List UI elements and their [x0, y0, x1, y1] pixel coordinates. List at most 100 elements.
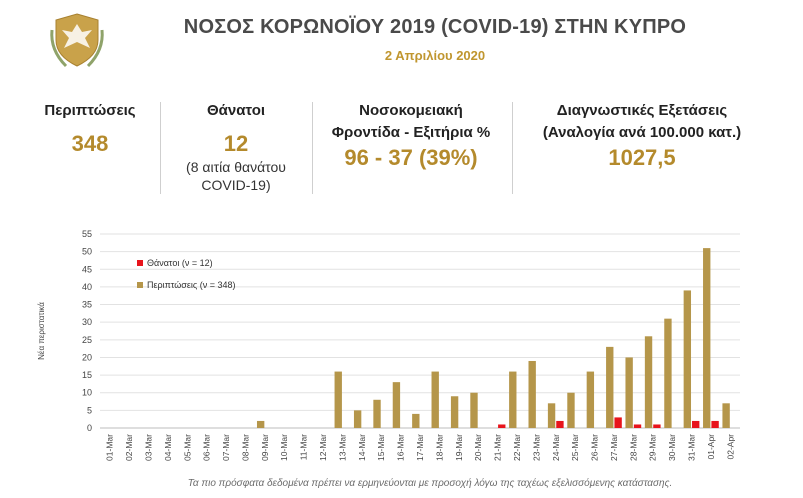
- deaths-note-line1: (8 αιτία θανάτου: [186, 159, 286, 175]
- x-tick-label: 06-Mar: [202, 434, 212, 461]
- y-tick-label: 55: [82, 229, 92, 239]
- x-tick-label: 17-Mar: [415, 434, 425, 461]
- cases-bar: [703, 248, 711, 428]
- x-tick-label: 03-Mar: [143, 434, 153, 461]
- hospital-stat: Νοσοκομειακή Φροντίδα - Εξιτήρια % 96 - …: [318, 100, 504, 172]
- cases-bar: [353, 410, 362, 428]
- x-tick-label: 18-Mar: [434, 434, 444, 461]
- x-tick-label: 02-Apr: [725, 434, 735, 460]
- x-tick-label: 10-Mar: [279, 434, 289, 461]
- deaths-bar: [498, 424, 506, 428]
- cases-label: Περιπτώσεις: [44, 102, 136, 119]
- stat-divider: [512, 102, 513, 194]
- cases-bar: [256, 420, 265, 428]
- x-tick-label: 15-Mar: [376, 434, 386, 461]
- cases-bar: [373, 399, 381, 428]
- deaths-note-line2: COVID-19): [201, 177, 271, 193]
- cases-bar: [528, 360, 536, 428]
- cases-bar: [450, 396, 459, 428]
- legend-label: Περιπτώσεις (ν = 348): [147, 280, 235, 290]
- deaths-value: 12: [223, 131, 249, 156]
- cases-bar: [625, 357, 633, 428]
- footnote: Τα πιο πρόσφατα δεδομένα πρέπει να ερμην…: [187, 478, 673, 489]
- deaths-bar: [711, 420, 719, 428]
- x-tick-label: 23-Mar: [531, 434, 541, 461]
- y-tick-label: 5: [87, 405, 92, 415]
- y-axis-label: Νέα περιστατικά: [37, 302, 46, 360]
- x-tick-label: 01-Apr: [706, 434, 716, 460]
- tests-label-line1: Διαγνωστικές Εξετάσεις: [556, 102, 728, 119]
- tests-stat: Διαγνωστικές Εξετάσεις (Αναλογία ανά 100…: [522, 100, 762, 172]
- cases-bar: [644, 336, 653, 428]
- y-tick-label: 35: [82, 300, 92, 310]
- x-tick-label: 01-Mar: [105, 434, 115, 461]
- legend-label: Θάνατοι (ν = 12): [147, 258, 213, 268]
- hospital-value: 96 - 37 (39%): [344, 145, 478, 170]
- x-tick-label: 30-Mar: [667, 434, 677, 461]
- y-tick-label: 45: [82, 264, 92, 274]
- x-tick-label: 25-Mar: [570, 434, 580, 461]
- cases-bar: [664, 318, 672, 428]
- deaths-bar: [653, 424, 661, 428]
- legend-swatch: [137, 282, 143, 288]
- y-tick-label: 40: [82, 282, 92, 292]
- stat-divider: [160, 102, 161, 194]
- x-tick-label: 11-Mar: [299, 434, 309, 460]
- cases-bar: [392, 382, 401, 428]
- cases-bar: [470, 392, 478, 428]
- y-tick-label: 0: [87, 423, 92, 433]
- cases-bar: [412, 413, 420, 428]
- y-tick-label: 15: [82, 370, 92, 380]
- hospital-label-line2: Φροντίδα - Εξιτήρια %: [331, 124, 491, 141]
- x-tick-label: 02-Mar: [124, 434, 134, 461]
- cyprus-emblem-icon: [50, 13, 104, 68]
- page-title: ΝΟΣΟΣ ΚΟΡΩΝΟΪΟΥ 2019 (COVID-19) ΣΤΗΝ ΚΥΠ…: [183, 16, 687, 38]
- deaths-label: Θάνατοι: [206, 102, 266, 119]
- x-tick-label: 16-Mar: [396, 434, 406, 461]
- x-tick-label: 04-Mar: [163, 434, 173, 461]
- x-tick-label: 14-Mar: [357, 434, 367, 461]
- x-tick-label: 19-Mar: [454, 434, 464, 461]
- cases-value: 348: [71, 131, 109, 156]
- cases-stat: Περιπτώσεις 348: [40, 100, 140, 158]
- x-tick-label: 31-Mar: [687, 434, 697, 461]
- cases-bar: [586, 371, 595, 428]
- x-tick-label: 07-Mar: [221, 434, 231, 461]
- x-tick-label: 22-Mar: [512, 434, 522, 461]
- y-tick-label: 10: [82, 388, 92, 398]
- tests-value: 1027,5: [608, 145, 676, 170]
- x-tick-label: 28-Mar: [628, 434, 638, 461]
- stat-divider: [312, 102, 313, 194]
- cases-bar: [334, 371, 342, 428]
- x-tick-label: 05-Mar: [182, 434, 192, 461]
- x-tick-label: 08-Mar: [240, 434, 250, 461]
- x-tick-label: 27-Mar: [609, 434, 619, 461]
- y-tick-label: 20: [82, 352, 92, 362]
- report-date: 2 Απριλίου 2020: [384, 48, 486, 63]
- deaths-bar: [692, 420, 700, 428]
- deaths-stat: Θάνατοι 12 (8 αιτία θανάτου COVID-19): [168, 100, 304, 194]
- legend-swatch: [137, 260, 143, 266]
- x-tick-label: 24-Mar: [551, 434, 561, 461]
- x-tick-label: 21-Mar: [493, 434, 503, 461]
- deaths-bar: [614, 417, 622, 428]
- daily-cases-chart: 0 5 10 15 20 25 30 35 40 45 50 55 Νέα περιστατικά 01-…: [37, 229, 740, 461]
- cases-bar: [606, 346, 614, 428]
- deaths-bar: [556, 420, 564, 428]
- x-tick-label: 12-Mar: [318, 434, 328, 461]
- cases-bar: [509, 371, 517, 428]
- x-tick-label: 29-Mar: [648, 434, 658, 461]
- x-tick-label: 09-Mar: [260, 434, 270, 461]
- x-tick-label: 26-Mar: [590, 434, 600, 461]
- cases-bar: [567, 392, 575, 428]
- x-tick-label: 20-Mar: [473, 434, 483, 461]
- tests-label-line2: (Αναλογία ανά 100.000 κατ.): [542, 124, 742, 141]
- hospital-label-line1: Νοσοκομειακή: [359, 102, 463, 119]
- cases-bar: [683, 290, 692, 428]
- y-tick-label: 25: [82, 335, 92, 345]
- y-tick-label: 50: [82, 247, 92, 257]
- x-tick-label: 13-Mar: [337, 434, 347, 461]
- cases-bar: [431, 371, 439, 428]
- y-tick-label: 30: [82, 317, 92, 327]
- cases-bar: [722, 403, 730, 428]
